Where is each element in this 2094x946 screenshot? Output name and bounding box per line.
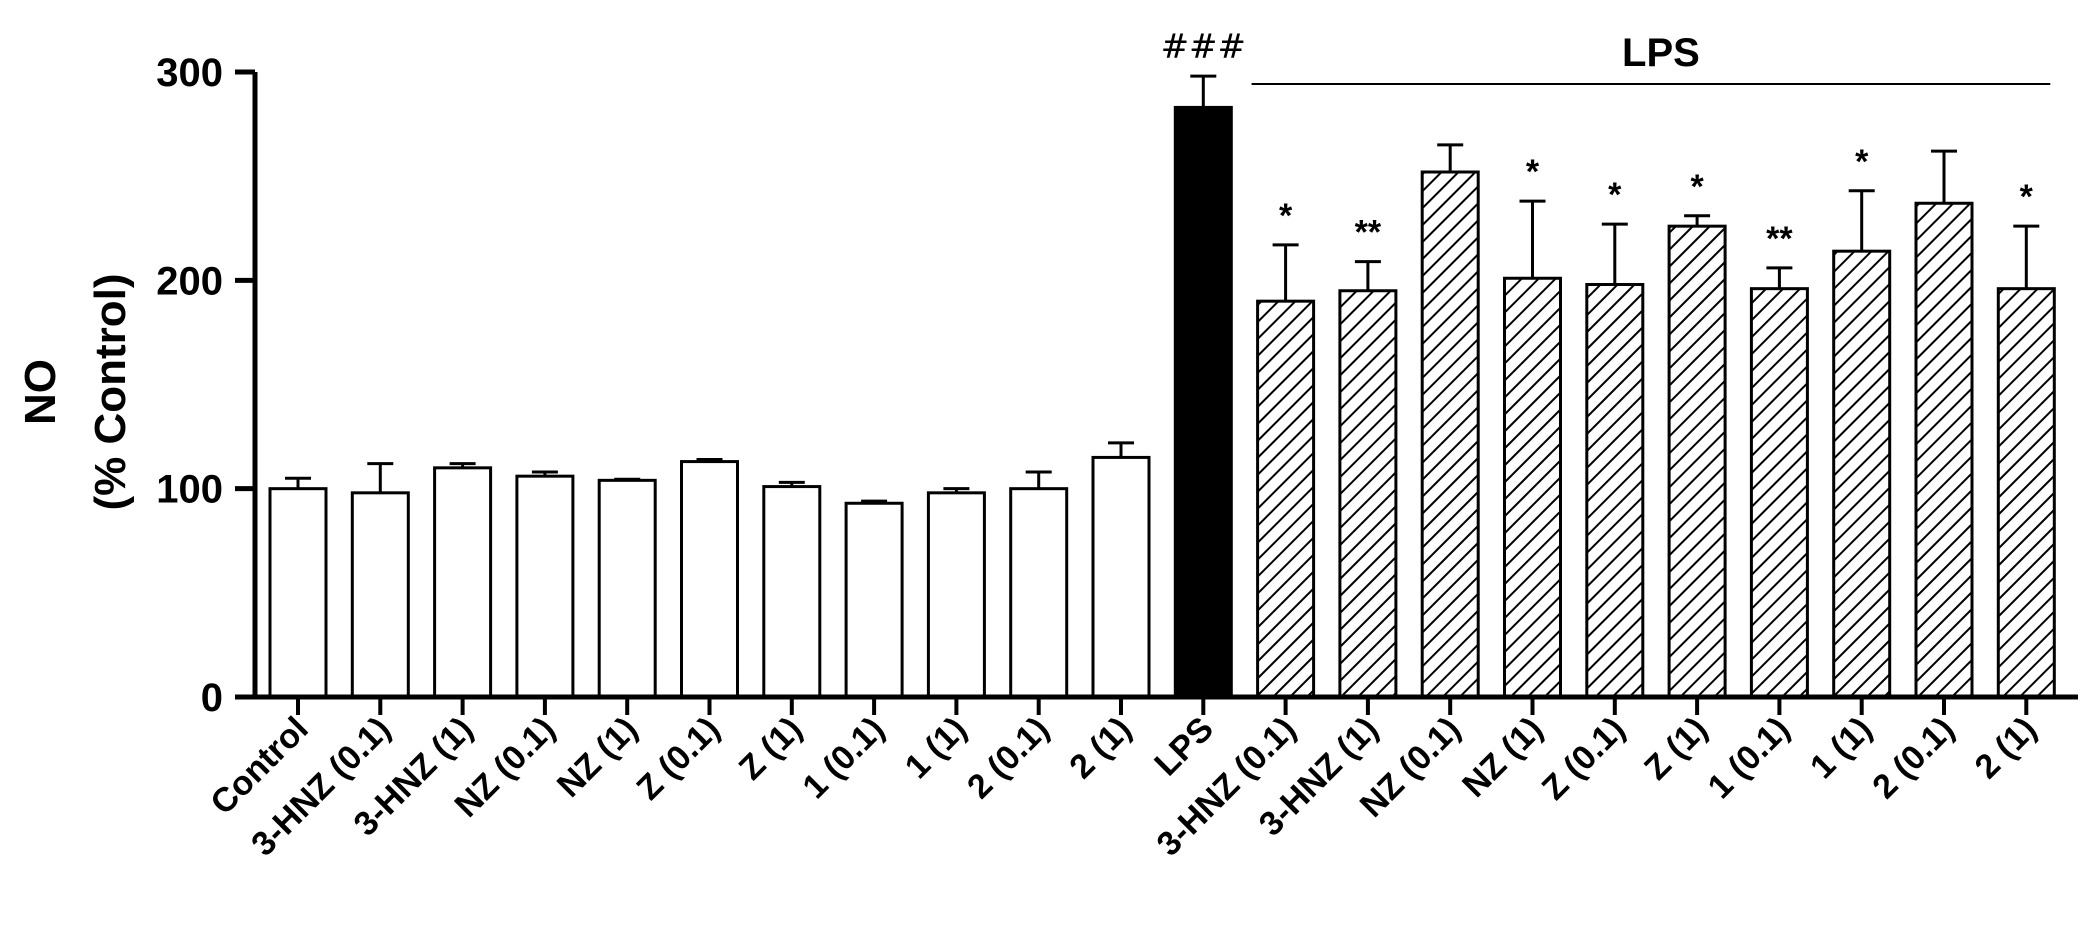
significance-label: * xyxy=(1608,176,1622,214)
bar xyxy=(1914,201,1974,699)
x-tick-label: LPS xyxy=(1147,710,1221,784)
error-bar xyxy=(1190,74,1217,108)
x-tick-label: NZ (1) xyxy=(550,710,645,805)
bar xyxy=(597,478,657,699)
error-bar xyxy=(285,476,311,489)
bar xyxy=(515,474,575,699)
bar xyxy=(762,485,822,699)
bar xyxy=(433,466,493,699)
y-tick-label: 300 xyxy=(156,51,223,95)
bar xyxy=(1338,289,1398,699)
error-bar xyxy=(696,458,723,462)
bar xyxy=(1091,455,1151,699)
y-axis: 0 100 200 300 xyxy=(156,51,258,720)
error-bar xyxy=(614,477,641,481)
error-bar xyxy=(367,462,394,493)
x-tick-label: 2 (1) xyxy=(1062,710,1138,786)
significance-label: ** xyxy=(1355,214,1382,252)
error-bar xyxy=(943,487,970,493)
lps-group-bracket: LPS xyxy=(1251,31,2051,85)
error-bar xyxy=(861,499,888,504)
bars xyxy=(268,105,2056,699)
bar xyxy=(1009,487,1069,699)
error-bar xyxy=(1519,199,1546,279)
bar xyxy=(844,501,904,699)
lps-group-label: LPS xyxy=(1622,31,1700,75)
error-bar xyxy=(1684,214,1711,227)
bar xyxy=(1173,105,1233,699)
y-axis-title-line-1: NO xyxy=(16,359,65,425)
error-bar xyxy=(1354,260,1381,291)
significance-label: * xyxy=(1526,153,1540,191)
x-tick-label: NZ (1) xyxy=(1455,710,1550,805)
bar xyxy=(1503,276,1562,699)
bar xyxy=(1256,299,1316,699)
error-bar xyxy=(531,470,558,477)
error-bar xyxy=(1766,266,1793,289)
x-tick-label: 1 (1) xyxy=(898,710,974,786)
y-tick-label: 0 xyxy=(201,676,223,720)
error-bar xyxy=(1601,222,1628,285)
x-tick-label: Z (0.1) xyxy=(629,710,727,808)
bar xyxy=(1585,283,1645,699)
significance-label: * xyxy=(1690,168,1704,206)
y-axis-title: NO (% Control) xyxy=(16,273,135,510)
significance-label: ** xyxy=(1766,220,1793,258)
error-bar xyxy=(449,462,476,468)
error-bar xyxy=(2013,224,2040,289)
bar xyxy=(1667,224,1727,699)
significance-label: * xyxy=(1855,143,1869,181)
error-bar xyxy=(1108,441,1134,458)
x-tick-label: 1 (0.1) xyxy=(795,710,891,806)
y-tick-label: 200 xyxy=(156,259,223,303)
bar xyxy=(268,487,328,699)
error-bar xyxy=(1437,143,1464,172)
error-bar xyxy=(1272,243,1299,302)
bar xyxy=(1832,249,1892,699)
y-tick-label: 100 xyxy=(156,468,223,512)
y-axis-title-line-2: (% Control) xyxy=(86,273,135,510)
significance-markers: ###* **** ***** xyxy=(1161,27,2034,258)
significance-label: ### xyxy=(1161,27,1246,67)
error-bar xyxy=(1025,470,1052,489)
bar xyxy=(1996,287,2056,699)
error-bar xyxy=(1848,189,1875,252)
error-bars xyxy=(285,74,2040,504)
bar xyxy=(680,460,739,699)
error-bar xyxy=(778,480,805,487)
bar xyxy=(350,491,410,699)
significance-label: * xyxy=(2020,178,2034,216)
x-tick-label: 2 (1) xyxy=(1968,710,2044,786)
x-tick-label: Z (0.1) xyxy=(1535,710,1633,808)
error-bar xyxy=(1931,149,1957,204)
bar xyxy=(1420,170,1480,699)
bar xyxy=(1749,287,1809,699)
x-tick-label: 2 (0.1) xyxy=(1865,710,1961,806)
x-tick-label: 2 (0.1) xyxy=(960,710,1056,806)
significance-label: * xyxy=(1279,197,1293,235)
x-tick-label: 1 (1) xyxy=(1803,710,1879,786)
bar xyxy=(926,491,986,699)
x-tick-label: 1 (0.1) xyxy=(1701,710,1797,806)
